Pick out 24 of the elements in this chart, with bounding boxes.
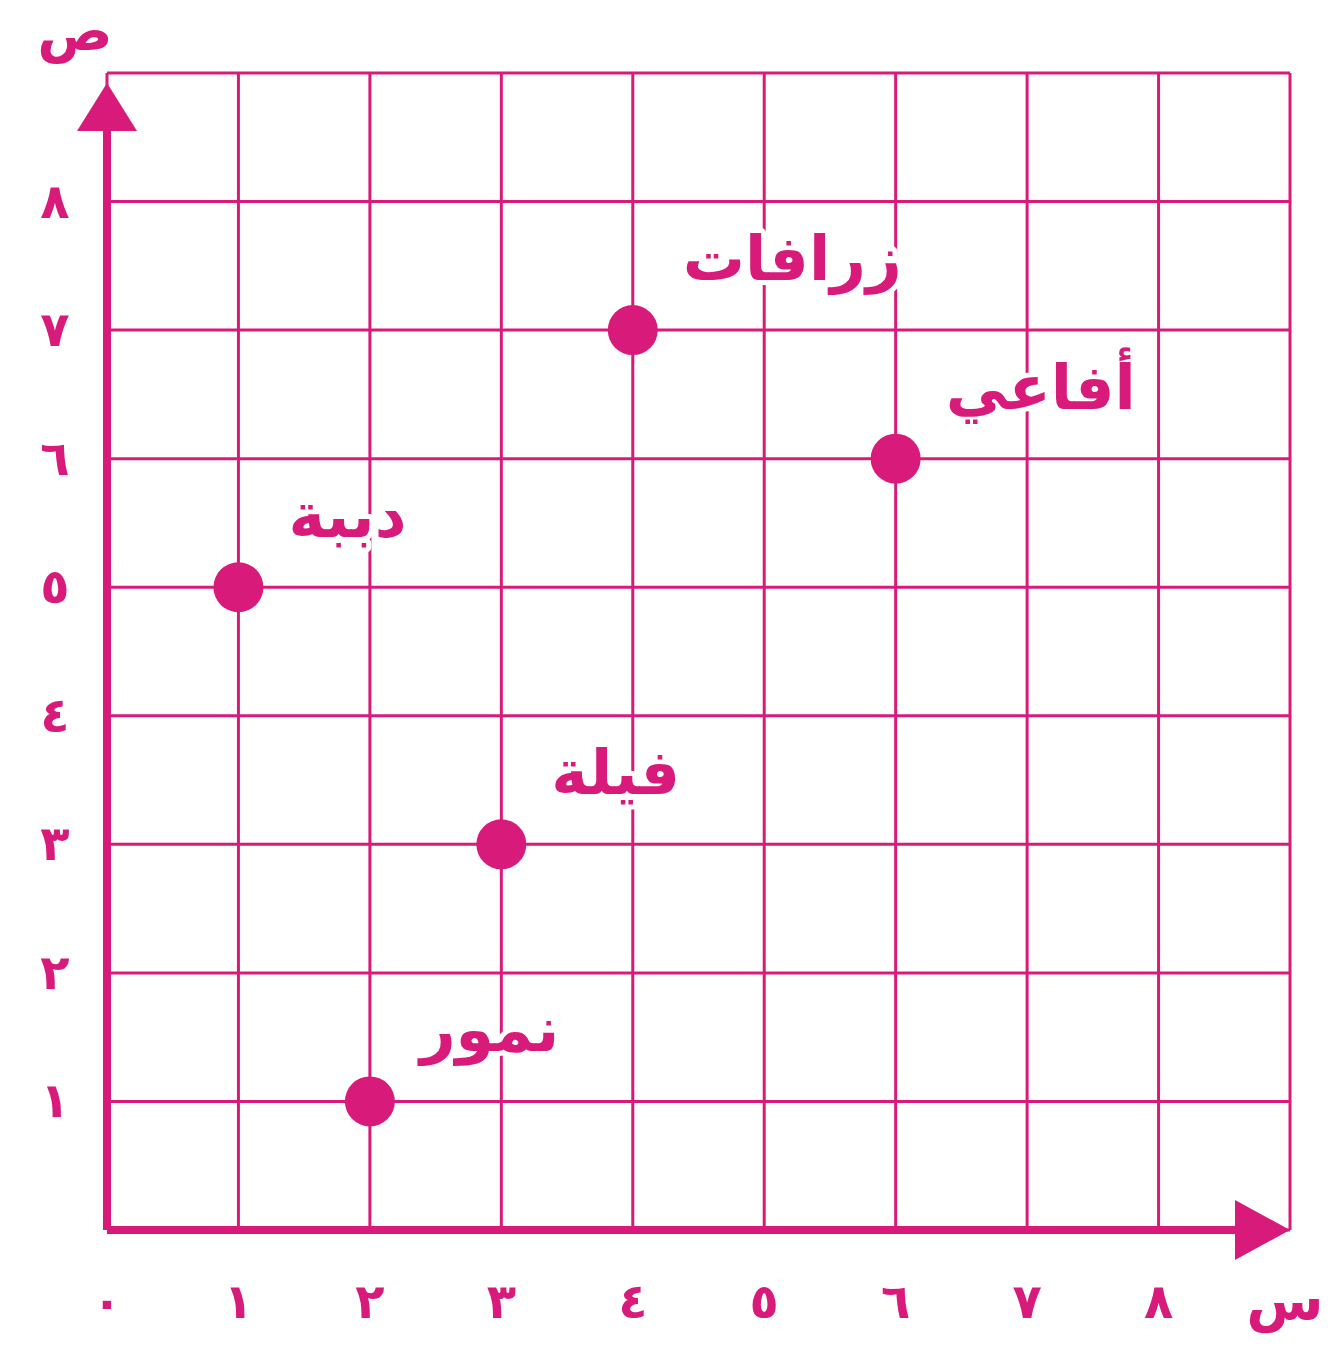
x-axis-title: س	[1246, 1268, 1324, 1334]
x-tick-label: ٦	[881, 1273, 911, 1329]
x-tick-label: ٧	[1012, 1273, 1042, 1329]
x-tick-label: ٢	[355, 1273, 385, 1329]
point	[344, 1076, 395, 1127]
y-tick-label: ٥	[40, 558, 70, 615]
y-tick-label: ٧	[40, 301, 70, 358]
y-tick-label: ١	[40, 1072, 70, 1129]
y-tick-label: ٨	[40, 172, 70, 229]
y-tick-label: ٢	[40, 943, 70, 1000]
x-tick-label: ٠	[92, 1273, 122, 1329]
x-tick-label: ٣	[486, 1273, 516, 1329]
x-tick-label: ٨	[1143, 1273, 1174, 1329]
y-tick-label: ٤	[40, 686, 70, 743]
y-tick-label: ٦	[40, 429, 70, 486]
point	[607, 305, 658, 356]
x-tick-label: ٤	[618, 1273, 648, 1329]
point	[476, 819, 527, 870]
y-axis-title: ص	[37, 0, 113, 64]
x-tick-label: ١	[223, 1273, 254, 1329]
y-tick-label: ٣	[40, 815, 70, 872]
point	[870, 433, 921, 484]
point	[213, 562, 264, 613]
x-tick-label: ٥	[749, 1273, 779, 1329]
